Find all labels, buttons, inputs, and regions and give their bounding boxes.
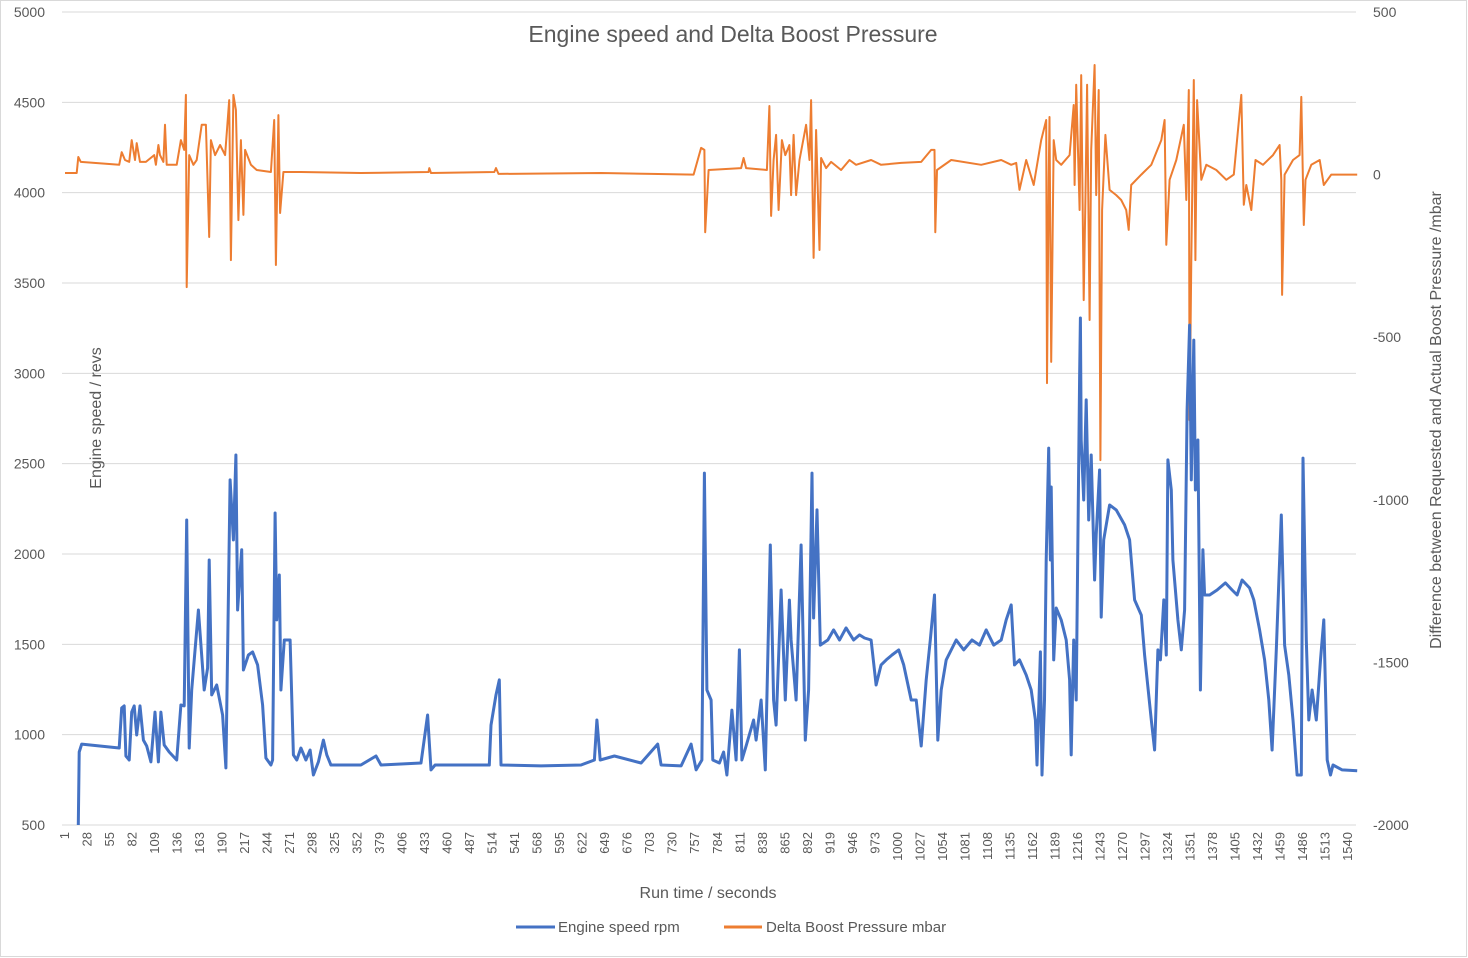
x-tick-label: 1432 [1250, 832, 1265, 861]
y-tick-label: 5000 [14, 4, 45, 20]
x-tick-label: 568 [530, 832, 545, 854]
x-tick-label: 919 [822, 832, 837, 854]
y2-tick-label: -2000 [1373, 817, 1409, 833]
y-tick-label: 500 [22, 817, 46, 833]
y2-tick-label: -500 [1373, 329, 1401, 345]
y-tick-label: 1000 [14, 727, 45, 743]
x-tick-label: 595 [552, 832, 567, 854]
x-tick-label: 1027 [912, 832, 927, 861]
x-tick-label: 82 [125, 832, 140, 846]
x-tick-label: 838 [755, 832, 770, 854]
y2-tick-label: 0 [1373, 167, 1381, 183]
chart-title: Engine speed and Delta Boost Pressure [528, 21, 937, 47]
x-tick-label: 55 [102, 832, 117, 846]
y-tick-label: 3500 [14, 275, 45, 291]
right-axis-title: Difference between Requested and Actual … [1428, 190, 1445, 648]
x-tick-label: 1351 [1182, 832, 1197, 861]
x-tick-label: 1000 [890, 832, 905, 861]
x-tick-label: 514 [485, 832, 500, 854]
x-tick-label: 109 [147, 832, 162, 854]
x-tick-label: 163 [192, 832, 207, 854]
x-tick-label: 811 [732, 832, 747, 853]
x-tick-label: 1054 [935, 832, 950, 861]
engine-speed-line [76, 316, 1358, 826]
x-tick-label: 379 [372, 832, 387, 854]
y-tick-label: 4000 [14, 185, 45, 201]
x-tick-label: 325 [327, 832, 342, 854]
y2-tick-label: 500 [1373, 4, 1397, 20]
legend-boost-label: Delta Boost Pressure mbar [766, 919, 946, 936]
x-tick-label: 1405 [1227, 832, 1242, 861]
x-tick-label: 784 [710, 832, 725, 854]
x-tick-label: 757 [687, 832, 702, 854]
x-tick-label: 460 [440, 832, 455, 854]
x-tick-label: 406 [395, 832, 410, 854]
x-tick-label: 244 [260, 832, 275, 854]
x-tick-label: 1216 [1070, 832, 1085, 861]
x-tick-label: 730 [665, 832, 680, 854]
x-tick-label: 1108 [980, 832, 995, 860]
x-tick-label: 271 [282, 832, 297, 854]
delta-boost-pressure-line [65, 64, 1358, 462]
x-tick-label: 1540 [1340, 832, 1355, 861]
x-tick-label: 1378 [1205, 832, 1220, 861]
x-tick-label: 1459 [1272, 832, 1287, 861]
gridlines [62, 11, 1356, 826]
left-axis-title: Engine speed / revs [88, 347, 105, 488]
x-tick-label: 703 [642, 832, 657, 854]
x-tick-label: 1162 [1025, 832, 1040, 860]
x-tick-label: 946 [845, 832, 860, 854]
x-tick-label: 352 [350, 832, 365, 854]
x-tick-label: 28 [80, 832, 95, 846]
x-tick-label: 217 [237, 832, 252, 854]
x-tick-label: 1081 [957, 832, 972, 861]
x-tick-label: 1189 [1047, 832, 1062, 860]
left-axis-ticks: 500 1000 1500 2000 2500 3000 3500 4000 4500 5000 [14, 4, 45, 833]
x-tick-label: 892 [800, 832, 815, 854]
x-tick-label: 865 [777, 832, 792, 854]
x-tick-label: 433 [417, 832, 432, 854]
x-tick-label: 136 [170, 832, 185, 854]
x-tick-label: 649 [597, 832, 612, 854]
x-tick-label: 1270 [1115, 832, 1130, 861]
right-axis-ticks: -2000 -1500 -1000 -500 0 500 [1373, 4, 1409, 833]
y-tick-label: 4500 [14, 94, 45, 110]
x-tick-label: 1243 [1092, 832, 1107, 861]
x-tick-label: 1135 [1002, 832, 1017, 860]
legend: Engine speed rpm Delta Boost Pressure mb… [516, 919, 946, 936]
y2-tick-label: -1500 [1373, 654, 1409, 670]
x-tick-label: 1513 [1317, 832, 1332, 861]
y2-tick-label: -1000 [1373, 492, 1409, 508]
y-tick-label: 2500 [14, 456, 45, 472]
legend-engine-label: Engine speed rpm [558, 919, 680, 936]
x-tick-label: 1486 [1295, 832, 1310, 861]
x-tick-label: 1324 [1160, 832, 1175, 861]
x-axis-ticks: 1 28 55 82 109 136 163 190 217 244 271 298 325 352 379… [57, 832, 1355, 861]
y-tick-label: 2000 [14, 546, 45, 562]
x-tick-label: 1297 [1137, 832, 1152, 861]
x-axis-title: Run time / seconds [640, 885, 777, 902]
x-tick-label: 541 [507, 832, 522, 854]
x-tick-label: 622 [575, 832, 590, 854]
x-tick-label: 1 [57, 832, 72, 839]
series-lines [65, 64, 1358, 826]
x-tick-label: 487 [462, 832, 477, 854]
y-tick-label: 3000 [14, 365, 45, 381]
x-tick-label: 973 [867, 832, 882, 854]
x-tick-label: 298 [305, 832, 320, 854]
y-tick-label: 1500 [14, 636, 45, 652]
x-tick-label: 190 [215, 832, 230, 854]
x-tick-label: 676 [620, 832, 635, 854]
